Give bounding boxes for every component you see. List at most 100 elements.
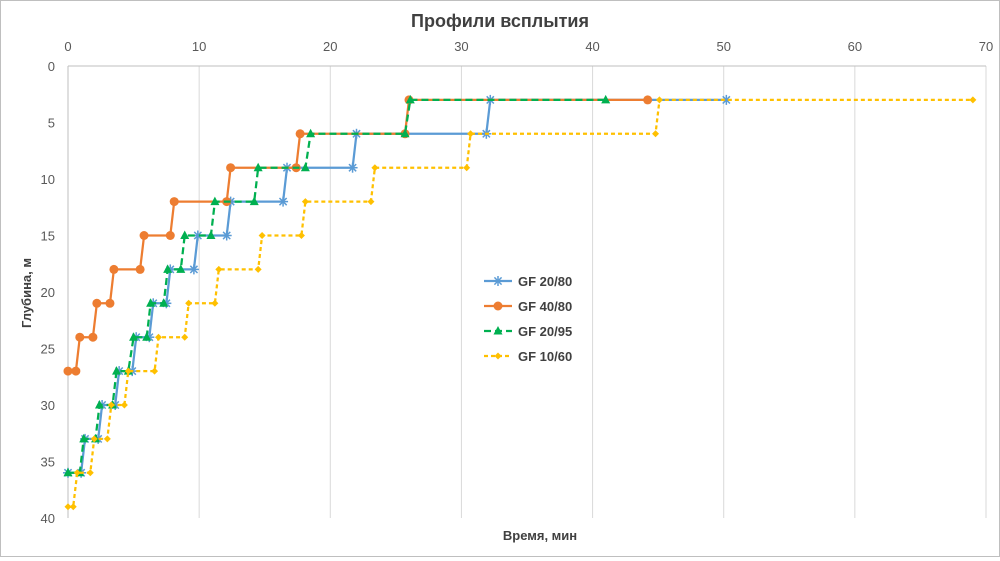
y-tick-label: 40 <box>41 511 55 526</box>
data-point <box>655 96 663 104</box>
series-4 <box>64 96 977 511</box>
data-point <box>249 196 259 206</box>
data-point <box>146 298 156 307</box>
data-point <box>142 332 152 341</box>
y-axis-label: Глубина, м <box>19 258 34 328</box>
data-point <box>154 333 162 341</box>
legend-marker <box>493 276 503 286</box>
data-point <box>300 162 310 172</box>
data-point <box>75 332 85 342</box>
data-point <box>210 196 220 206</box>
data-point <box>278 196 289 207</box>
data-point <box>301 198 309 206</box>
y-tick-label: 5 <box>48 116 55 131</box>
data-point <box>88 332 98 342</box>
data-point <box>347 162 358 173</box>
data-point <box>73 469 81 477</box>
legend-label: GF 40/80 <box>518 299 572 314</box>
data-point <box>94 400 104 409</box>
data-point <box>601 94 611 104</box>
data-point <box>112 366 122 375</box>
data-point <box>211 299 219 307</box>
data-point <box>71 366 81 376</box>
data-point <box>151 367 159 375</box>
legend-item-3: GF 20/95 <box>484 324 572 339</box>
data-point <box>306 128 316 138</box>
data-point <box>107 401 115 409</box>
x-tick-labels: 0 10 20 30 40 50 60 70 <box>64 39 993 54</box>
data-point <box>120 401 128 409</box>
chart-title: Профили всплытия <box>411 11 589 31</box>
data-point <box>206 230 216 239</box>
series-group <box>63 94 977 511</box>
x-tick-label: 20 <box>323 39 337 54</box>
x-tick-label: 40 <box>585 39 599 54</box>
x-tick-label: 10 <box>192 39 206 54</box>
y-tick-label: 30 <box>41 398 55 413</box>
data-point <box>124 367 132 375</box>
x-tick-label: 50 <box>716 39 730 54</box>
x-tick-label: 60 <box>848 39 862 54</box>
data-point <box>86 469 94 477</box>
legend: GF 20/80 GF 40/80 GF 20/95 GF 10/60 <box>484 274 572 364</box>
data-point <box>969 96 977 104</box>
data-point <box>135 264 145 274</box>
data-point <box>254 265 262 273</box>
legend-label: GF 20/95 <box>518 324 572 339</box>
data-point <box>63 366 73 376</box>
legend-label: GF 10/60 <box>518 349 572 364</box>
legend-marker <box>493 301 503 311</box>
gridlines <box>198 66 987 518</box>
data-point <box>163 264 173 273</box>
data-point <box>159 298 169 307</box>
data-point <box>467 130 475 138</box>
data-point <box>79 433 89 443</box>
series-2 <box>63 95 653 376</box>
legend-item-1: GF 20/80 <box>484 274 572 289</box>
data-point <box>221 230 232 241</box>
data-point <box>90 435 98 443</box>
data-point <box>103 435 111 443</box>
data-point <box>188 264 199 275</box>
y-tick-label: 10 <box>41 172 55 187</box>
data-point <box>63 467 73 477</box>
legend-label: GF 20/80 <box>518 274 572 289</box>
data-point <box>463 164 471 172</box>
data-point <box>367 198 375 206</box>
y-tick-label: 35 <box>41 455 55 470</box>
data-point <box>64 503 72 511</box>
data-point <box>105 298 115 308</box>
x-axis-label: Время, мин <box>503 528 577 543</box>
data-point <box>181 333 189 341</box>
series-1 <box>63 94 732 478</box>
data-point <box>180 230 190 239</box>
legend-marker <box>494 352 502 360</box>
data-point <box>176 264 186 273</box>
data-point <box>129 332 139 341</box>
x-tick-label: 30 <box>454 39 468 54</box>
data-point <box>139 231 149 240</box>
x-tick-label: 70 <box>979 39 993 54</box>
data-point <box>400 128 410 138</box>
y-tick-label: 0 <box>48 59 55 74</box>
data-point <box>643 95 653 105</box>
y-tick-label: 20 <box>41 285 55 300</box>
data-point <box>295 129 305 139</box>
data-point <box>371 164 379 172</box>
data-point <box>69 503 77 511</box>
data-point <box>169 197 179 207</box>
legend-item-2: GF 40/80 <box>484 299 572 314</box>
legend-item-4: GF 10/60 <box>484 349 572 364</box>
data-point <box>258 232 266 239</box>
data-point <box>215 265 223 273</box>
data-point <box>297 232 305 239</box>
series-line <box>68 98 727 474</box>
legend-marker <box>493 326 503 335</box>
y-tick-label: 15 <box>41 229 55 244</box>
data-point <box>652 130 660 138</box>
y-tick-labels: 0 5 10 15 20 25 30 35 40 <box>41 59 55 526</box>
data-point <box>226 163 236 173</box>
y-tick-label: 25 <box>41 342 55 357</box>
